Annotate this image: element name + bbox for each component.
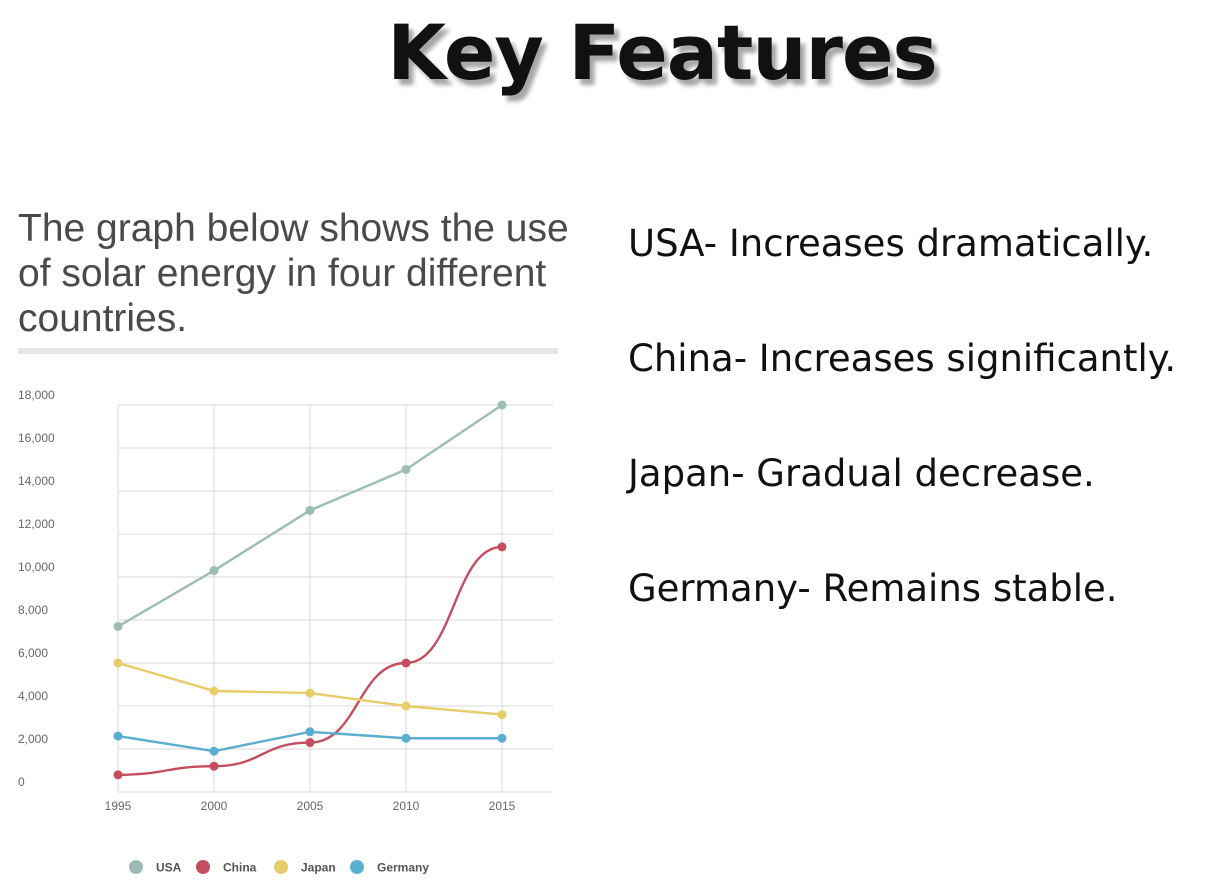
data-point-china	[209, 761, 219, 771]
data-point-japan	[401, 701, 411, 711]
legend-item-usa: USA	[129, 860, 182, 875]
y-tick-label: 8,000	[18, 603, 48, 617]
series-usa	[113, 400, 507, 631]
data-point-japan	[113, 658, 123, 668]
data-point-germany	[209, 746, 219, 756]
y-tick-label: 0	[18, 775, 25, 789]
legend-label: China	[223, 861, 257, 875]
legend-item-germany: Germany	[350, 860, 429, 875]
data-point-japan	[305, 688, 315, 698]
legend-label: USA	[156, 861, 182, 875]
series-china	[113, 542, 507, 780]
intro-divider	[18, 348, 558, 354]
y-axis-ticks: 0 2,000 4,000 6,000 8,000 10,000 12,000 14,000 1…	[18, 388, 55, 789]
y-tick-label: 12,000	[18, 517, 55, 531]
data-point-japan	[209, 686, 219, 696]
y-tick-label: 6,000	[18, 646, 48, 660]
y-tick-label: 18,000	[18, 388, 55, 402]
y-tick-label: 14,000	[18, 474, 55, 488]
chart-series	[113, 400, 507, 780]
data-point-germany	[305, 727, 315, 737]
legend-item-china: China	[196, 860, 257, 875]
legend-item-japan: Japan	[274, 860, 336, 875]
feature-usa: USA- Increases dramatically.	[628, 222, 1154, 265]
x-tick-label: 2015	[489, 799, 516, 813]
legend-swatch	[350, 860, 364, 874]
series-japan	[113, 658, 507, 720]
feature-germany: Germany- Remains stable.	[628, 567, 1118, 610]
data-point-japan	[497, 710, 507, 720]
x-tick-label: 2005	[297, 799, 324, 813]
solar-energy-line-chart: 0 2,000 4,000 6,000 8,000 10,000 12,000 14,000 1…	[18, 388, 553, 875]
y-tick-label: 4,000	[18, 689, 48, 703]
data-point-usa	[401, 465, 411, 474]
series-line-china	[117, 545, 503, 776]
data-point-usa	[209, 566, 219, 576]
y-tick-label: 10,000	[18, 560, 55, 574]
legend-swatch	[196, 860, 210, 874]
data-point-usa	[113, 621, 123, 631]
data-point-china	[401, 658, 411, 668]
data-point-usa	[497, 400, 507, 410]
x-tick-label: 2000	[201, 799, 228, 813]
x-tick-label: 2010	[393, 799, 420, 813]
series-germany	[113, 727, 507, 756]
data-point-china	[113, 770, 123, 780]
x-tick-label: 1995	[105, 799, 132, 813]
y-tick-label: 2,000	[18, 732, 48, 746]
slide-title: Key Features	[387, 8, 937, 97]
data-point-china	[497, 542, 507, 552]
data-point-germany	[401, 733, 411, 743]
feature-china: China- Increases significantly.	[628, 337, 1177, 380]
y-tick-label: 16,000	[18, 431, 55, 445]
feature-japan: Japan- Gradual decrease.	[628, 452, 1095, 495]
data-point-germany	[497, 733, 507, 743]
key-features-list: USA- Increases dramatically. China- Incr…	[628, 216, 1176, 676]
chart-legend: USA China Japan Germany	[129, 860, 429, 875]
x-axis-ticks: 1995 2000 2005 2010 2015	[105, 799, 516, 813]
data-point-china	[305, 738, 315, 748]
data-point-germany	[113, 731, 123, 741]
legend-swatch	[274, 860, 288, 874]
legend-label: Germany	[377, 861, 429, 875]
legend-label: Japan	[301, 861, 336, 875]
intro-text: The graph below shows the use of solar e…	[18, 207, 569, 340]
data-point-usa	[305, 505, 315, 515]
legend-swatch	[129, 860, 143, 874]
